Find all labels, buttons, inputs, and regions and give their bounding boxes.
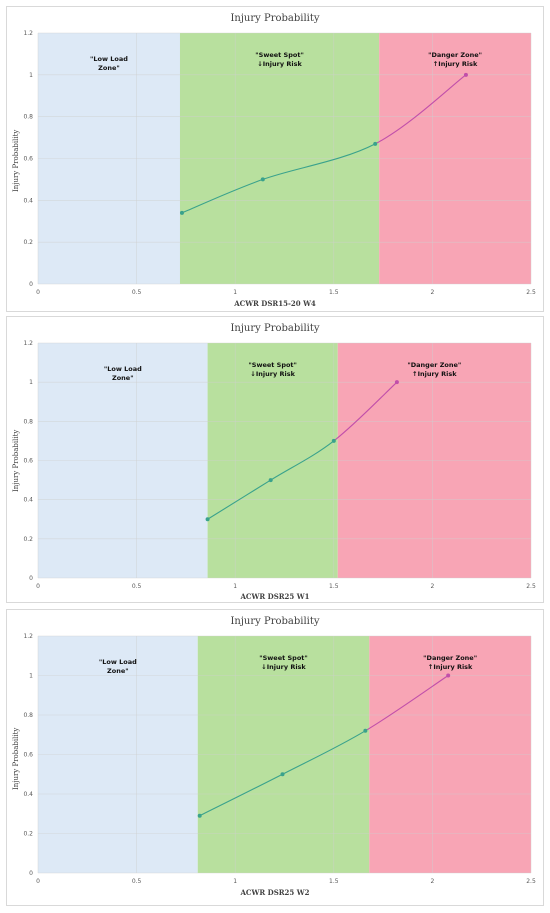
sweet-zone-label: ↓Injury Risk	[257, 60, 302, 68]
series-line-segment	[181, 178, 263, 214]
y-tick-label: 0.2	[23, 831, 33, 838]
y-tick-label: 0	[29, 575, 33, 582]
low-zone-label: "Low Load	[104, 365, 142, 373]
series-line-segment	[270, 440, 335, 481]
y-tick-label: 0.6	[23, 752, 33, 759]
sweet-zone-label: "Sweet Spot"	[259, 654, 308, 662]
x-tick-label: 2	[430, 289, 434, 296]
danger-zone-label: "Danger Zone"	[428, 51, 482, 59]
series-line-segment	[365, 675, 449, 732]
y-tick-label: 0.2	[23, 239, 33, 246]
y-tick-label: 1	[29, 379, 33, 386]
series-line-segment	[374, 74, 467, 145]
x-axis-label: ACWR DSR25 W1	[240, 592, 310, 601]
chart-title: Injury Probability	[230, 13, 320, 24]
series-line-segment	[282, 730, 366, 775]
data-point	[280, 772, 285, 777]
chart-plot-3: 0 0.2 0.4 0.6 0.8 1 1.2 0 0.5 1 1.5 2 2.5 "Low LoadZo…	[23, 633, 536, 885]
y-tick-label: 0.8	[23, 114, 33, 121]
danger-zone-label: "Danger Zone"	[407, 361, 461, 369]
data-point	[463, 72, 468, 77]
danger-zone-label: "Danger Zone"	[423, 654, 477, 662]
low-zone-label: Zone"	[107, 667, 129, 675]
data-point	[197, 813, 202, 818]
data-point	[363, 728, 368, 733]
danger-zone-label: ↑Injury Risk	[433, 60, 478, 68]
x-tick-label: 1	[233, 289, 237, 296]
low-zone-label: "Low Load	[99, 658, 137, 666]
x-tick-label: 1.5	[329, 878, 339, 885]
y-tick-label: 1.2	[23, 340, 33, 347]
y-tick-label: 0.6	[23, 156, 33, 163]
data-point	[268, 478, 273, 483]
series-line-segment	[262, 143, 376, 180]
series-line-segment	[207, 479, 271, 520]
series-line-segment	[199, 773, 283, 817]
danger-zone-label: ↑Injury Risk	[412, 370, 457, 378]
y-tick-label: 0.4	[23, 497, 33, 504]
x-tick-label: 0	[36, 289, 40, 296]
x-tick-label: 2.5	[526, 583, 536, 590]
x-tick-label: 0.5	[132, 583, 142, 590]
x-tick-label: 1.5	[329, 289, 339, 296]
data-point	[331, 438, 336, 443]
chart-panel-3: Injury Probability Injury Probability AC…	[6, 609, 544, 906]
data-point	[446, 673, 451, 678]
chart-plot-2: 0 0.2 0.4 0.6 0.8 1 1.2 0 0.5 1 1.5 2 2.5 "Low LoadZo…	[23, 340, 536, 590]
x-tick-label: 2.5	[526, 289, 536, 296]
danger-zone-label: ↑Injury Risk	[428, 663, 473, 671]
sweet-zone-label: ↓Injury Risk	[261, 663, 306, 671]
x-tick-label: 0	[36, 583, 40, 590]
chart-title: Injury Probability	[230, 616, 320, 627]
x-tick-label: 0.5	[132, 289, 142, 296]
x-tick-label: 2.5	[526, 878, 536, 885]
x-tick-label: 0.5	[132, 878, 142, 885]
sweet-zone-label: ↓Injury Risk	[250, 370, 295, 378]
y-tick-label: 0	[29, 870, 33, 877]
y-tick-label: 1.2	[23, 30, 33, 37]
data-point	[373, 141, 378, 146]
data-point	[179, 210, 184, 215]
y-tick-label: 0.8	[23, 418, 33, 425]
sweet-zone-label: "Sweet Spot"	[248, 361, 297, 369]
x-axis-label: ACWR DSR15-20 W4	[234, 299, 316, 308]
sweet-zone-label: "Sweet Spot"	[255, 51, 304, 59]
y-tick-label: 0	[29, 281, 33, 288]
low-zone-label: "Low Load	[90, 55, 128, 63]
y-tick-label: 0.4	[23, 197, 33, 204]
y-tick-label: 1	[29, 72, 33, 79]
y-tick-label: 1.2	[23, 633, 33, 640]
x-tick-label: 0	[36, 878, 40, 885]
chart-panel-1: Injury Probability Injury Probability AC…	[6, 6, 544, 312]
x-tick-label: 1	[233, 878, 237, 885]
y-tick-label: 0.2	[23, 536, 33, 543]
data-point	[260, 177, 265, 182]
y-tick-label: 0.6	[23, 458, 33, 465]
y-tick-label: 0.8	[23, 712, 33, 719]
series-line-segment	[333, 381, 398, 442]
x-tick-label: 1.5	[329, 583, 339, 590]
low-zone-label: Zone"	[98, 64, 120, 72]
x-tick-label: 1	[233, 583, 237, 590]
x-axis-label: ACWR DSR25 W2	[240, 888, 310, 897]
x-tick-label: 2	[430, 583, 434, 590]
data-point	[394, 380, 399, 385]
y-tick-label: 0.4	[23, 791, 33, 798]
data-point	[205, 517, 210, 522]
chart-title: Injury Probability	[230, 323, 320, 334]
x-tick-label: 2	[430, 878, 434, 885]
y-tick-label: 1	[29, 673, 33, 680]
chart-plot-1: 0 0.2 0.4 0.6 0.8 1 1.2 0 0.5 1 1.5 2 2.5 "Low LoadZo…	[23, 30, 536, 296]
chart-panel-2: Injury Probability Injury Probability AC…	[6, 316, 544, 603]
low-zone-label: Zone"	[112, 374, 134, 382]
